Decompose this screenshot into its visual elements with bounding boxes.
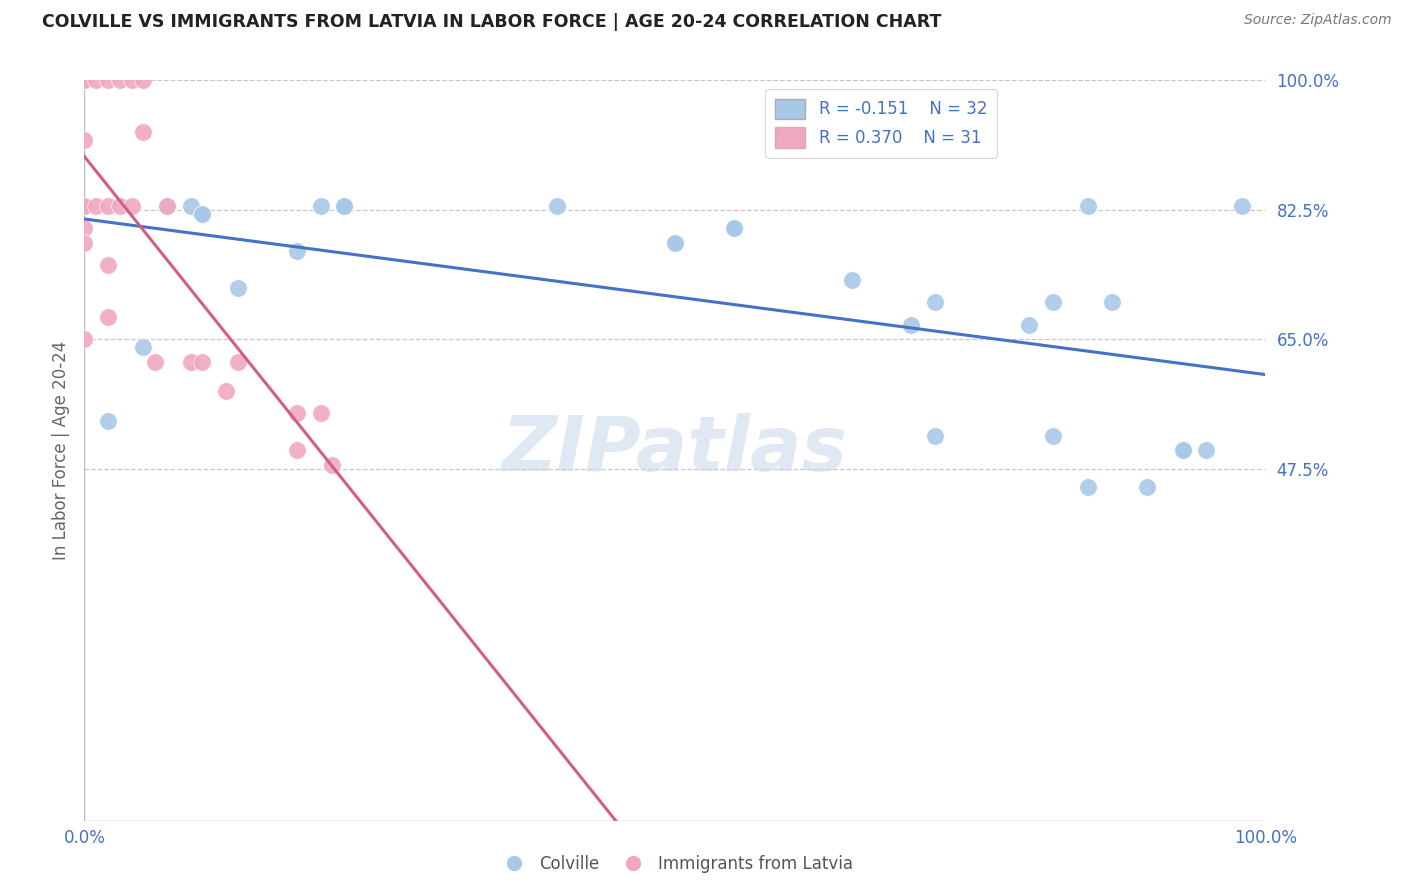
Point <box>285 244 308 258</box>
Legend: Colville, Immigrants from Latvia: Colville, Immigrants from Latvia <box>491 848 859 880</box>
Point <box>73 333 96 347</box>
Text: COLVILLE VS IMMIGRANTS FROM LATVIA IN LABOR FORCE | AGE 20-24 CORRELATION CHART: COLVILLE VS IMMIGRANTS FROM LATVIA IN LA… <box>42 13 942 31</box>
Point <box>132 340 155 354</box>
Point <box>333 199 356 213</box>
Point <box>180 354 202 368</box>
Point <box>321 458 343 473</box>
Point <box>97 310 120 325</box>
Point <box>1077 199 1099 213</box>
Point <box>97 199 120 213</box>
Point <box>723 221 745 235</box>
Point <box>1230 199 1253 213</box>
Point <box>1136 480 1159 494</box>
Point <box>1171 443 1194 458</box>
Point <box>841 273 863 287</box>
Point <box>156 199 179 213</box>
Point <box>191 354 214 368</box>
Point <box>156 199 179 213</box>
Point <box>132 125 155 139</box>
Y-axis label: In Labor Force | Age 20-24: In Labor Force | Age 20-24 <box>52 341 70 560</box>
Text: ZIPatlas: ZIPatlas <box>502 414 848 487</box>
Legend: R = -0.151    N = 32, R = 0.370    N = 31: R = -0.151 N = 32, R = 0.370 N = 31 <box>765 88 997 158</box>
Point <box>664 236 686 251</box>
Point <box>156 199 179 213</box>
Point <box>97 259 120 273</box>
Point <box>191 206 214 220</box>
Point <box>143 354 166 368</box>
Point <box>924 295 946 310</box>
Point <box>73 236 96 251</box>
Point <box>84 73 107 87</box>
Point <box>73 199 96 213</box>
Point <box>1042 295 1064 310</box>
Point <box>73 221 96 235</box>
Point <box>132 73 155 87</box>
Point <box>1171 443 1194 458</box>
Point <box>723 221 745 235</box>
Point <box>900 318 922 332</box>
Point <box>73 132 96 146</box>
Point <box>1195 443 1218 458</box>
Point <box>1018 318 1040 332</box>
Text: Source: ZipAtlas.com: Source: ZipAtlas.com <box>1244 13 1392 28</box>
Point <box>97 414 120 428</box>
Point <box>546 199 568 213</box>
Point <box>73 73 96 87</box>
Point <box>1077 480 1099 494</box>
Point <box>664 236 686 251</box>
Point <box>191 206 214 220</box>
Point <box>226 280 249 294</box>
Point <box>97 73 120 87</box>
Point <box>333 199 356 213</box>
Point <box>924 428 946 442</box>
Point <box>73 73 96 87</box>
Point <box>108 199 131 213</box>
Point <box>309 407 332 421</box>
Point <box>285 407 308 421</box>
Point <box>1101 295 1123 310</box>
Point <box>84 199 107 213</box>
Point <box>285 443 308 458</box>
Point <box>180 199 202 213</box>
Point <box>73 73 96 87</box>
Point <box>108 73 131 87</box>
Point <box>121 73 143 87</box>
Point <box>215 384 238 399</box>
Point <box>226 354 249 368</box>
Point <box>309 199 332 213</box>
Point <box>121 199 143 213</box>
Point <box>1042 428 1064 442</box>
Point <box>73 199 96 213</box>
